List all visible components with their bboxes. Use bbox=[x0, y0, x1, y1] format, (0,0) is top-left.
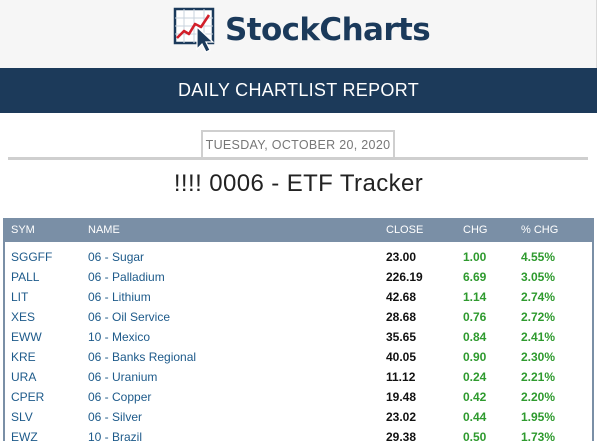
pct-change-value: 3.05% bbox=[521, 270, 556, 284]
report-date: TUESDAY, OCTOBER 20, 2020 bbox=[201, 130, 395, 158]
change-value: 0.42 bbox=[463, 390, 487, 404]
name-link[interactable]: 06 - Lithium bbox=[88, 290, 151, 304]
change-value: 0.76 bbox=[463, 310, 487, 324]
close-value: 23.02 bbox=[386, 410, 417, 424]
change-value: 1.14 bbox=[463, 290, 487, 304]
change-value: 0.90 bbox=[463, 350, 487, 364]
column-header-close[interactable]: CLOSE bbox=[386, 224, 424, 236]
change-value: 0.84 bbox=[463, 330, 487, 344]
change-value: 0.50 bbox=[463, 430, 487, 441]
change-value: 1.00 bbox=[463, 250, 487, 264]
table-row: CPER 06 - Copper 19.48 0.42 2.20% bbox=[5, 385, 592, 405]
symbol-link[interactable]: EWZ bbox=[11, 430, 38, 441]
name-link[interactable]: 06 - Silver bbox=[88, 410, 143, 424]
symbol-link[interactable]: SLV bbox=[11, 410, 33, 424]
close-value: 35.65 bbox=[386, 330, 417, 344]
report-title-bar: DAILY CHARTLIST REPORT bbox=[0, 68, 597, 113]
close-value: 40.05 bbox=[386, 350, 417, 364]
symbol-link[interactable]: XES bbox=[11, 310, 36, 324]
pct-change-value: 2.41% bbox=[521, 330, 556, 344]
table-row: XES 06 - Oil Service 28.68 0.76 2.72% bbox=[5, 305, 592, 325]
pct-change-value: 2.72% bbox=[521, 310, 556, 324]
symbol-link[interactable]: SGGFF bbox=[11, 250, 53, 264]
table-row: EWW 10 - Mexico 35.65 0.84 2.41% bbox=[5, 325, 592, 345]
pct-change-value: 2.74% bbox=[521, 290, 556, 304]
symbol-link[interactable]: LIT bbox=[11, 290, 29, 304]
name-link[interactable]: 10 - Brazil bbox=[88, 430, 143, 441]
column-header-pct-chg[interactable]: % CHG bbox=[521, 224, 559, 236]
etf-table: SYM NAME CLOSE CHG % CHG SGGFF 06 - Suga… bbox=[3, 218, 594, 441]
symbol-link[interactable]: KRE bbox=[11, 350, 36, 364]
symbol-link[interactable]: EWW bbox=[11, 330, 42, 344]
pct-change-value: 1.95% bbox=[521, 410, 556, 424]
column-header-name[interactable]: NAME bbox=[88, 224, 120, 236]
change-value: 0.44 bbox=[463, 410, 487, 424]
name-link[interactable]: 06 - Oil Service bbox=[88, 310, 171, 324]
name-link[interactable]: 06 - Banks Regional bbox=[88, 350, 197, 364]
column-header-chg[interactable]: CHG bbox=[463, 224, 488, 236]
table-header-row: SYM NAME CLOSE CHG % CHG bbox=[5, 218, 592, 242]
report-date-text: TUESDAY, OCTOBER 20, 2020 bbox=[205, 138, 391, 152]
name-link[interactable]: 10 - Mexico bbox=[88, 330, 151, 344]
chart-cursor-icon bbox=[173, 7, 215, 53]
table-row: KRE 06 - Banks Regional 40.05 0.90 2.30% bbox=[5, 345, 592, 365]
column-header-sym[interactable]: SYM bbox=[11, 224, 35, 236]
pct-change-value: 2.21% bbox=[521, 370, 556, 384]
stockcharts-logo[interactable]: StockCharts bbox=[173, 6, 431, 54]
table-row: EWZ 10 - Brazil 29.38 0.50 1.73% bbox=[5, 425, 592, 441]
table-row: URA 06 - Uranium 11.12 0.24 2.21% bbox=[5, 365, 592, 385]
pct-change-value: 2.30% bbox=[521, 350, 556, 364]
close-value: 29.38 bbox=[386, 430, 417, 441]
pct-change-value: 4.55% bbox=[521, 250, 556, 264]
pct-change-value: 1.73% bbox=[521, 430, 556, 441]
name-link[interactable]: 06 - Palladium bbox=[88, 270, 165, 284]
close-value: 226.19 bbox=[386, 270, 423, 284]
name-link[interactable]: 06 - Uranium bbox=[88, 370, 158, 384]
report-title: DAILY CHARTLIST REPORT bbox=[177, 80, 419, 100]
symbol-link[interactable]: URA bbox=[11, 370, 37, 384]
divider bbox=[8, 157, 588, 160]
close-value: 42.68 bbox=[386, 290, 417, 304]
site-header: StockCharts bbox=[0, 0, 597, 68]
close-value: 28.68 bbox=[386, 310, 417, 324]
close-value: 19.48 bbox=[386, 390, 417, 404]
logo-text: StockCharts bbox=[225, 12, 431, 48]
table-row: SGGFF 06 - Sugar 23.00 1.00 4.55% bbox=[5, 245, 592, 265]
close-value: 11.12 bbox=[386, 370, 416, 384]
name-link[interactable]: 06 - Copper bbox=[88, 390, 152, 404]
symbol-link[interactable]: PALL bbox=[11, 270, 40, 284]
change-value: 6.69 bbox=[463, 270, 487, 284]
chartlist-title: !!!! 0006 - ETF Tracker bbox=[173, 170, 424, 197]
table-row: SLV 06 - Silver 23.02 0.44 1.95% bbox=[5, 405, 592, 425]
symbol-link[interactable]: CPER bbox=[11, 390, 45, 404]
pct-change-value: 2.20% bbox=[521, 390, 556, 404]
change-value: 0.24 bbox=[463, 370, 487, 384]
name-link[interactable]: 06 - Sugar bbox=[88, 250, 145, 264]
table-row: LIT 06 - Lithium 42.68 1.14 2.74% bbox=[5, 285, 592, 305]
close-value: 23.00 bbox=[386, 250, 417, 264]
table-row: PALL 06 - Palladium 226.19 6.69 3.05% bbox=[5, 265, 592, 285]
